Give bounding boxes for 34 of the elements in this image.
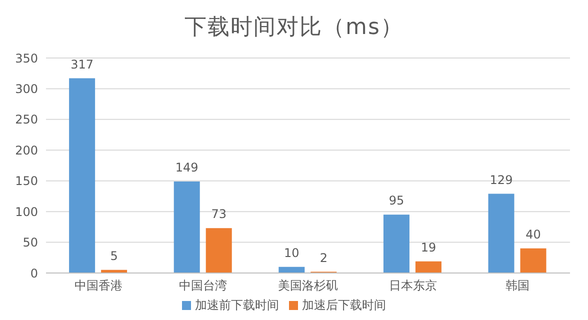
data-label: 149 — [175, 160, 198, 174]
x-tick-label: 中国香港 — [74, 278, 122, 293]
y-tick-label: 350 — [15, 51, 38, 66]
legend-label: 加速后下载时间 — [302, 298, 386, 312]
chart-title: 下载时间对比（ms） — [184, 14, 404, 42]
data-label: 129 — [490, 172, 513, 187]
legend-label: 加速前下载时间 — [195, 298, 279, 312]
y-tick-label: 150 — [15, 174, 38, 188]
data-label: 10 — [284, 246, 300, 260]
x-tick-label: 日本东京 — [388, 278, 437, 293]
x-tick-label: 中国台湾 — [179, 278, 228, 293]
bar — [206, 228, 232, 273]
x-tick-label: 美国洛杉矶 — [278, 278, 338, 293]
data-label: 2 — [320, 250, 328, 265]
y-tick-label: 300 — [15, 82, 38, 96]
y-tick-label: 50 — [22, 236, 38, 250]
y-tick-label: 0 — [30, 266, 38, 280]
data-label: 19 — [420, 240, 436, 254]
bar — [415, 261, 442, 273]
data-label: 40 — [526, 227, 541, 242]
bar — [383, 214, 410, 273]
data-label: 5 — [110, 248, 118, 263]
bar — [488, 194, 514, 273]
bar — [69, 78, 96, 273]
y-tick-label: 250 — [15, 112, 38, 127]
bar — [520, 248, 546, 273]
y-tick-label: 100 — [15, 204, 38, 219]
bar — [174, 181, 200, 273]
data-label: 95 — [388, 194, 404, 208]
data-label: 317 — [70, 57, 94, 72]
bar — [278, 266, 305, 273]
x-tick-label: 韩国 — [506, 278, 530, 293]
data-label: 73 — [211, 207, 226, 222]
y-tick-label: 200 — [15, 143, 38, 158]
